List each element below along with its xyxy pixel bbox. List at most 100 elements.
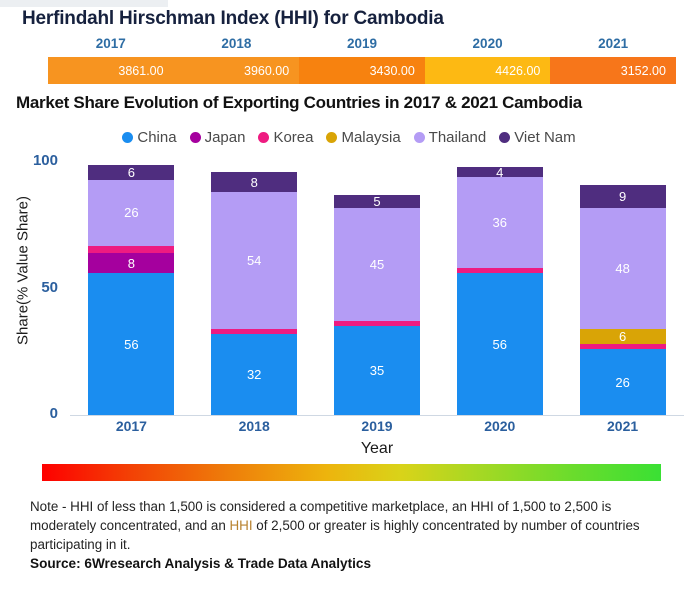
segment-value-label: 32 <box>246 367 262 383</box>
segment-thailand-2018[interactable]: 54 <box>211 192 298 329</box>
x-tick-2017: 2017 <box>115 418 147 434</box>
segment-value-label: 8 <box>127 255 135 271</box>
hhi-value-2019: 3430.00 <box>369 63 415 78</box>
segment-value-label: 54 <box>246 253 262 269</box>
legend-label: Japan <box>204 129 246 146</box>
segment-value-label: 36 <box>492 215 508 231</box>
hhi-value-2020: 4426.00 <box>495 63 541 78</box>
hhi-segment-2020: 4426.00 <box>424 57 551 84</box>
stacked-bar-2017[interactable]: 56 8 26 6 <box>88 164 175 415</box>
plot-area: 56 8 26 6 32 54 8 35 45 5 56 36 4 26 6 48 9 <box>70 162 684 415</box>
hhi-value-2017: 3861.00 <box>118 63 164 78</box>
y-tick-100: 100 <box>32 152 58 169</box>
segment-value-label: 56 <box>492 336 508 352</box>
segment-viet-nam-2018[interactable]: 8 <box>211 172 298 193</box>
segment-value-label: 35 <box>369 363 385 379</box>
segment-korea-2020[interactable] <box>456 268 543 274</box>
segment-value-label: 9 <box>618 188 627 204</box>
segment-china-2017[interactable]: 56 <box>88 273 175 415</box>
bar-series-container: 56 8 26 6 32 54 8 35 45 5 56 36 4 26 6 48 9 <box>70 162 684 415</box>
bar-group-2021: 26 6 48 9 <box>561 162 684 415</box>
legend-dot-icon <box>326 132 338 143</box>
hhi-segment-2021: 3152.00 <box>550 57 676 84</box>
segment-thailand-2019[interactable]: 45 <box>333 207 420 322</box>
stacked-bar-2020[interactable]: 56 36 4 <box>456 166 543 415</box>
segment-value-label: 26 <box>615 374 630 390</box>
segment-value-label: 45 <box>369 256 385 272</box>
stacked-bar-2018[interactable]: 32 54 8 <box>211 172 298 415</box>
hhi-segment-2017: 3861.00 <box>48 57 174 84</box>
hhi-segment-2019: 3430.00 <box>299 57 425 84</box>
x-axis-ticks: 2017 2018 2019 2020 2021 <box>70 418 684 434</box>
legend-dot-icon <box>413 132 425 143</box>
bar-group-2020: 56 36 4 <box>438 162 561 415</box>
segment-china-2018[interactable]: 32 <box>211 334 298 415</box>
x-tick-2021: 2021 <box>607 418 639 434</box>
hhi-year-2019: 2019 <box>346 36 377 51</box>
legend-item-korea[interactable]: Korea <box>258 129 313 146</box>
legend-label: Thailand <box>428 129 487 146</box>
legend-dot-icon <box>122 132 134 143</box>
chart-legend: China Japan Korea Malaysia Thailand Viet Nam <box>0 129 698 146</box>
segment-value-label: 6 <box>127 164 135 180</box>
segment-korea-2019[interactable] <box>333 321 420 327</box>
x-tick-2020: 2020 <box>484 418 516 434</box>
hhi-year-2021: 2021 <box>598 36 629 51</box>
bar-group-2017: 56 8 26 6 <box>70 162 193 415</box>
segment-thailand-2020[interactable]: 36 <box>456 177 543 269</box>
legend-item-japan[interactable]: Japan <box>189 129 246 146</box>
legend-dot-icon <box>258 132 270 143</box>
stacked-bar-2019[interactable]: 35 45 5 <box>333 195 420 415</box>
bar-group-2018: 32 54 8 <box>193 162 316 415</box>
legend-item-thailand[interactable]: Thailand <box>413 129 487 146</box>
hhi-year-row: 2017 2018 2019 2020 2021 <box>48 36 676 54</box>
segment-thailand-2017[interactable]: 26 <box>88 179 175 246</box>
segment-china-2021[interactable]: 26 <box>579 349 666 415</box>
segment-value-label: 26 <box>124 205 139 221</box>
legend-item-viet-nam[interactable]: Viet Nam <box>499 129 576 146</box>
hhi-value-bar: 3861.00 3960.00 3430.00 4426.00 3152.00 <box>48 57 676 84</box>
segment-china-2019[interactable]: 35 <box>333 326 420 415</box>
segment-value-label: 56 <box>124 336 139 352</box>
segment-korea-2017[interactable] <box>88 245 175 254</box>
segment-korea-2021[interactable] <box>579 344 666 350</box>
legend-label: Viet Nam <box>514 129 576 146</box>
legend-item-china[interactable]: China <box>122 129 177 146</box>
legend-label: Malaysia <box>341 129 401 146</box>
hhi-value-2018: 3960.00 <box>244 63 290 78</box>
hhi-segment-2018: 3960.00 <box>173 57 300 84</box>
legend-label: China <box>137 129 177 146</box>
legend-label: Korea <box>273 129 314 146</box>
hhi-year-2018: 2018 <box>221 36 252 51</box>
segment-viet-nam-2021[interactable]: 9 <box>579 184 666 208</box>
plot-wrapper: Share(% Value Share) 0 50 100 56 8 26 6 32 54 8 3… <box>0 150 698 457</box>
x-tick-2018: 2018 <box>238 418 270 434</box>
stacked-bar-2021[interactable]: 26 6 48 9 <box>579 184 666 415</box>
footnote-part1: Note - HHI of less than 1,500 is conside… <box>30 499 612 533</box>
segment-malaysia-2021[interactable]: 6 <box>579 329 666 345</box>
segment-value-label: 48 <box>615 260 630 276</box>
source-line: Source: 6Wresearch Analysis & Trade Data… <box>30 556 371 571</box>
segment-korea-2018[interactable] <box>211 329 298 335</box>
hhi-title: Herfindahl Hirschman Index (HHI) for Cam… <box>22 8 444 29</box>
y-tick-0: 0 <box>49 405 58 422</box>
legend-item-malaysia[interactable]: Malaysia <box>326 129 401 146</box>
concentration-gradient-bar <box>42 464 661 481</box>
footnote: Note - HHI of less than 1,500 is conside… <box>30 497 676 554</box>
segment-viet-nam-2017[interactable]: 6 <box>88 164 175 180</box>
bar-group-2019: 35 45 5 <box>316 162 439 415</box>
segment-value-label: 8 <box>250 174 258 190</box>
segment-japan-2017[interactable]: 8 <box>88 253 175 274</box>
segment-thailand-2021[interactable]: 48 <box>579 207 666 330</box>
top-edge-strip <box>0 0 168 7</box>
hhi-year-2020: 2020 <box>472 36 503 51</box>
x-tick-2019: 2019 <box>361 418 393 434</box>
y-axis-label: Share(% Value Share) <box>14 196 32 345</box>
x-axis-label: Year <box>360 440 394 457</box>
segment-china-2020[interactable]: 56 <box>456 273 543 415</box>
x-axis-line <box>70 415 684 417</box>
footnote-part2: of 2,500 or greater is highly concentrat… <box>30 518 640 552</box>
segment-viet-nam-2019[interactable]: 5 <box>333 195 420 208</box>
segment-viet-nam-2020[interactable]: 4 <box>456 166 543 179</box>
legend-dot-icon <box>189 132 201 143</box>
